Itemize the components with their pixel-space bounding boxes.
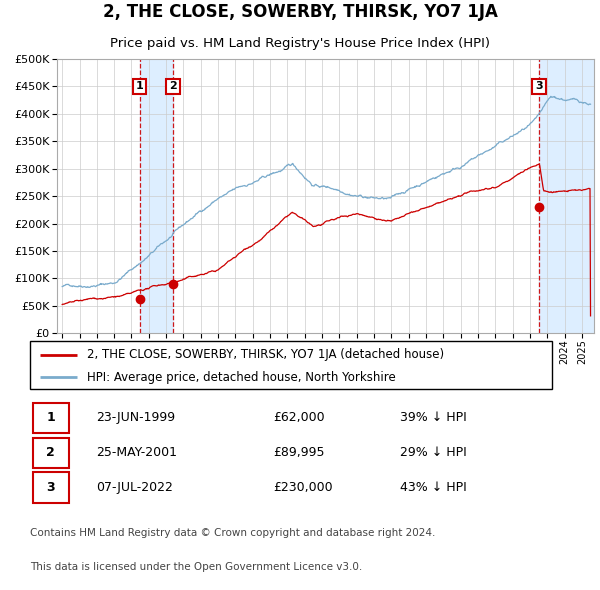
Text: 2: 2 xyxy=(46,446,55,460)
Text: 23-JUN-1999: 23-JUN-1999 xyxy=(96,411,175,424)
Text: 43% ↓ HPI: 43% ↓ HPI xyxy=(400,481,467,494)
Text: 1: 1 xyxy=(46,411,55,424)
Text: 2: 2 xyxy=(169,81,177,91)
Text: Price paid vs. HM Land Registry's House Price Index (HPI): Price paid vs. HM Land Registry's House … xyxy=(110,37,490,50)
Text: 2, THE CLOSE, SOWERBY, THIRSK, YO7 1JA (detached house): 2, THE CLOSE, SOWERBY, THIRSK, YO7 1JA (… xyxy=(88,348,445,361)
Text: £62,000: £62,000 xyxy=(273,411,325,424)
FancyBboxPatch shape xyxy=(33,402,68,433)
Text: £89,995: £89,995 xyxy=(273,446,325,460)
Text: 39% ↓ HPI: 39% ↓ HPI xyxy=(400,411,467,424)
FancyBboxPatch shape xyxy=(30,341,552,389)
Text: 3: 3 xyxy=(535,81,543,91)
Text: £230,000: £230,000 xyxy=(273,481,332,494)
Text: 1: 1 xyxy=(136,81,143,91)
Text: This data is licensed under the Open Government Licence v3.0.: This data is licensed under the Open Gov… xyxy=(30,562,362,572)
Text: 07-JUL-2022: 07-JUL-2022 xyxy=(96,481,173,494)
Text: Contains HM Land Registry data © Crown copyright and database right 2024.: Contains HM Land Registry data © Crown c… xyxy=(30,528,436,538)
FancyBboxPatch shape xyxy=(33,438,68,468)
Text: 29% ↓ HPI: 29% ↓ HPI xyxy=(400,446,467,460)
Text: 25-MAY-2001: 25-MAY-2001 xyxy=(96,446,177,460)
Bar xyxy=(140,59,173,333)
Text: 3: 3 xyxy=(46,481,55,494)
Bar xyxy=(539,59,594,333)
Text: 2, THE CLOSE, SOWERBY, THIRSK, YO7 1JA: 2, THE CLOSE, SOWERBY, THIRSK, YO7 1JA xyxy=(103,3,497,21)
FancyBboxPatch shape xyxy=(33,473,68,503)
Text: HPI: Average price, detached house, North Yorkshire: HPI: Average price, detached house, Nort… xyxy=(88,371,396,384)
